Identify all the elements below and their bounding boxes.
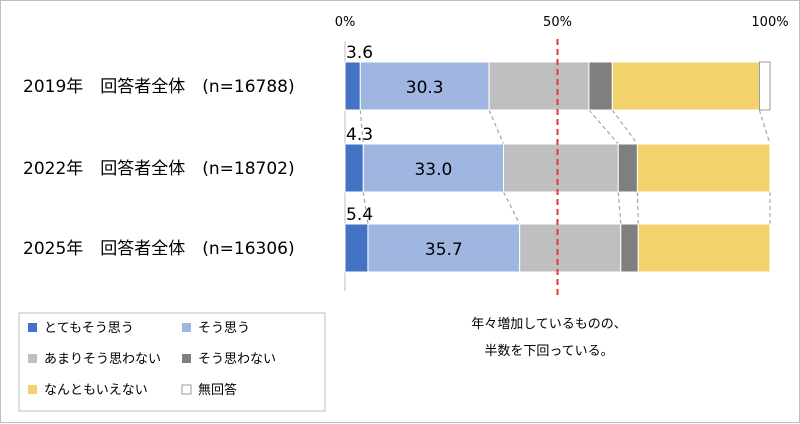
legend-label: そう思う <box>198 321 250 336</box>
x-tick-label: 100% <box>751 15 788 30</box>
legend-label: なんともいえない <box>44 383 148 398</box>
bar-segment <box>367 223 521 273</box>
x-tick-label: 0% <box>335 15 356 30</box>
bar-segment <box>588 61 613 111</box>
bar-segment <box>620 223 639 273</box>
bar-segment <box>503 143 619 193</box>
data-label: 5.4 <box>346 205 373 225</box>
bar-connector-line <box>502 191 521 225</box>
data-label: 30.3 <box>406 78 444 98</box>
bar-connector-line <box>636 191 639 225</box>
legend-swatch <box>28 323 37 332</box>
bar-segment <box>488 61 590 111</box>
bar-connector-line <box>611 109 638 145</box>
bar-segment <box>344 61 361 111</box>
category-label: 2019年 回答者全体 (n=16788) <box>23 77 295 97</box>
bar-segment <box>611 61 760 111</box>
bar-connector-line <box>758 109 771 145</box>
bar-connector-line <box>359 109 364 145</box>
annotation-text: 半数を下回っている。 <box>484 344 613 359</box>
bar-segment <box>637 223 771 273</box>
x-tick-label: 50% <box>543 15 572 30</box>
legend-swatch <box>182 323 191 332</box>
bar-segment <box>344 223 369 273</box>
bar-connector-line <box>617 191 622 225</box>
bar-segment <box>359 61 490 111</box>
legend-swatch <box>181 384 192 395</box>
data-label: 3.6 <box>346 43 373 63</box>
annotation-text: 年々増加しているものの、 <box>471 317 627 332</box>
legend-label: 無回答 <box>198 382 237 398</box>
data-label: 4.3 <box>346 125 373 145</box>
bar-connector-line <box>588 109 619 145</box>
category-label: 2025年 回答者全体 (n=16306) <box>23 239 295 259</box>
legend-swatch <box>28 354 37 363</box>
category-label: 2022年 回答者全体 (n=18702) <box>23 159 295 179</box>
bar-segment <box>758 61 771 111</box>
data-label: 33.0 <box>414 160 452 180</box>
bar-segment <box>617 143 638 193</box>
legend-swatch <box>182 354 191 363</box>
data-label: 35.7 <box>425 240 463 260</box>
bar-connector-line <box>488 109 505 145</box>
legend-label: あまりそう思わない <box>44 352 161 367</box>
bar-segment <box>519 223 622 273</box>
legend-box <box>18 312 326 412</box>
bar-connector-line <box>362 191 369 225</box>
bar-segment <box>344 143 364 193</box>
legend-label: そう思わない <box>198 352 276 367</box>
bar-segment <box>636 143 771 193</box>
legend-label: とてもそう思う <box>44 321 134 336</box>
legend-swatch <box>28 385 37 394</box>
